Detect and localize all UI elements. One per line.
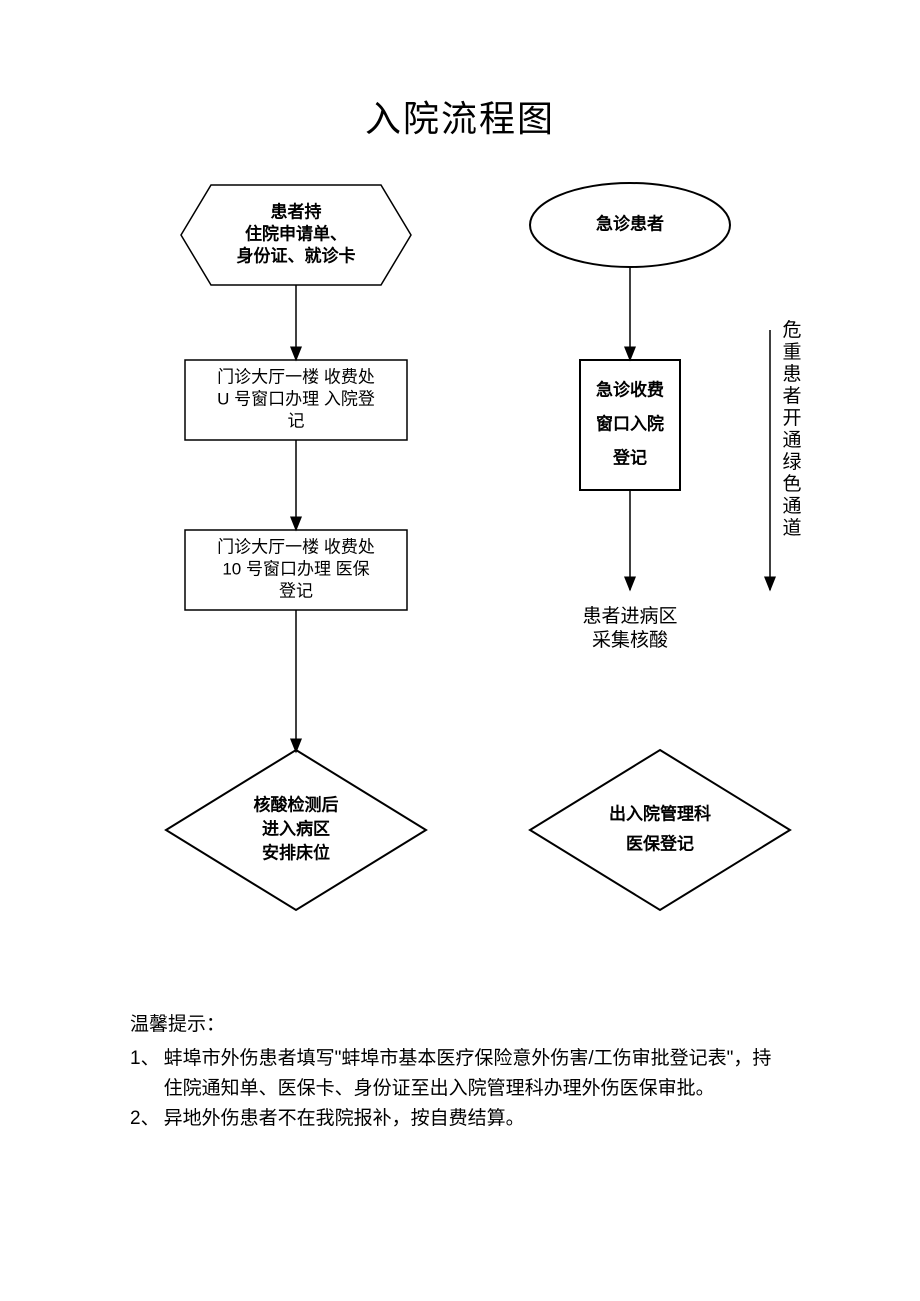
tips-item-1: 1、 蚌埠市外伤患者填写"蚌埠市基本医疗保险意外伤害/工伤审批登记表"，持住院通… (130, 1044, 790, 1104)
svg-text:记: 记 (288, 411, 305, 430)
svg-text:身份证、就诊卡: 身份证、就诊卡 (237, 245, 356, 265)
plain-text-nucleic: 患者进病区采集核酸 (560, 605, 700, 653)
svg-text:10 号窗口办理 医保: 10 号窗口办理 医保 (222, 559, 369, 578)
tips-item-2: 2、 异地外伤患者不在我院报补，按自费结算。 (130, 1104, 790, 1134)
svg-text:患者持: 患者持 (271, 201, 322, 221)
svg-text:医保登记: 医保登记 (626, 833, 694, 853)
svg-text:出入院管理科: 出入院管理科 (609, 803, 711, 823)
svg-text:安排床位: 安排床位 (262, 842, 330, 862)
side-label-green-channel: 危重患者开通绿色通道 (782, 320, 802, 540)
svg-text:窗口入院: 窗口入院 (596, 413, 664, 433)
svg-text:U 号窗口办理 入院登: U 号窗口办理 入院登 (217, 389, 375, 408)
svg-text:急诊收费: 急诊收费 (596, 379, 664, 399)
svg-text:门诊大厅一楼 收费处: 门诊大厅一楼 收费处 (217, 367, 375, 386)
svg-text:住院申请单、: 住院申请单、 (245, 223, 347, 243)
svg-text:核酸检测后: 核酸检测后 (254, 794, 339, 814)
svg-text:进入病区: 进入病区 (262, 818, 330, 838)
svg-text:门诊大厅一楼 收费处: 门诊大厅一楼 收费处 (217, 537, 375, 556)
svg-text:登记: 登记 (612, 447, 647, 467)
svg-text:急诊患者: 急诊患者 (596, 213, 664, 233)
tips-section: 温馨提示： 1、 蚌埠市外伤患者填写"蚌埠市基本医疗保险意外伤害/工伤审批登记表… (130, 1010, 790, 1134)
svg-text:登记: 登记 (279, 581, 313, 600)
tips-title: 温馨提示： (130, 1010, 790, 1040)
